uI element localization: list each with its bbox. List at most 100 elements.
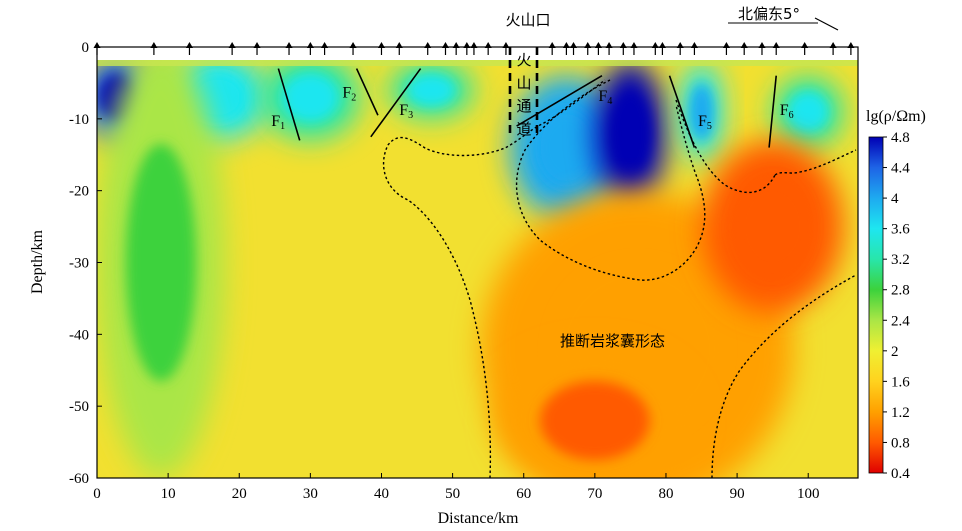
resistivity-anomaly-core — [733, 179, 812, 274]
x-tick-label: 20 — [232, 486, 247, 502]
colorbar-tick-label: 3.6 — [891, 222, 910, 238]
colorbar-bar — [868, 136, 884, 474]
y-tick-label: -30 — [69, 256, 89, 272]
station-marker — [150, 42, 158, 55]
x-axis-title: Distance/km — [438, 510, 519, 527]
resistivity-anomaly-core — [407, 74, 455, 106]
station-marker — [452, 42, 460, 55]
resistivity-anomaly-core — [282, 73, 338, 121]
resistivity-anomaly-core — [689, 83, 714, 140]
station-marker — [502, 42, 510, 55]
colorbar: lg(ρ/Ωm) 0.4 0.8 1.2 1.6 2 2.4 2.8 3.2 3.6 4 4.4 4.… — [866, 108, 926, 482]
station-marker — [758, 42, 766, 55]
magma-outline-right — [711, 274, 857, 479]
magma-chamber-outlines — [382, 79, 857, 479]
x-tick-label: 100 — [797, 486, 820, 502]
orientation-label: 北偏东5° — [738, 5, 800, 23]
station-marker — [740, 42, 748, 55]
x-tick-label: 50 — [445, 486, 460, 502]
magma-outline-lower-chamber — [515, 79, 706, 281]
station-layer — [93, 42, 855, 55]
fault-line — [668, 75, 696, 148]
colorbar-tick-label: 1.2 — [891, 405, 910, 421]
y-tick-label: -50 — [69, 399, 89, 415]
x-tick-label: 80 — [658, 486, 673, 502]
colorbar-tick-label: 1.6 — [891, 374, 910, 390]
colorbar-tick-label: 4.4 — [891, 161, 910, 177]
colorbar-tick-label: 0.4 — [891, 466, 910, 482]
station-marker — [619, 42, 627, 55]
station-marker — [185, 42, 193, 55]
fault-line — [277, 68, 301, 141]
conduit-label-char: 道 — [516, 120, 531, 138]
station-marker — [847, 42, 855, 55]
station-marker — [377, 42, 385, 55]
station-marker — [463, 42, 471, 55]
colorbar-tick-label: 4.8 — [891, 130, 910, 146]
anomaly-layer — [97, 60, 844, 478]
station-marker — [722, 42, 730, 55]
colorbar-tick-label: 0.8 — [891, 435, 910, 451]
station-marker — [321, 42, 329, 55]
fault-line — [355, 68, 379, 116]
vent-label: 火山口 — [505, 11, 550, 29]
fault-line — [516, 75, 603, 127]
magma-outline-main — [382, 79, 606, 479]
resistivity-anomaly-core — [788, 91, 828, 132]
colorbar-tick-label: 3.2 — [891, 252, 910, 268]
x-tick-label: 30 — [303, 486, 318, 502]
colorbar-tick-label: 2.4 — [891, 313, 910, 329]
station-marker — [441, 42, 449, 55]
station-marker — [605, 42, 613, 55]
x-tick-label: 40 — [374, 486, 389, 502]
resistivity-anomaly-core — [540, 381, 650, 461]
volcanic-conduit — [508, 47, 539, 138]
x-tick-label: 10 — [161, 486, 176, 502]
resistivity-heatmap — [97, 60, 858, 478]
conduit-label-char: 火 — [516, 51, 531, 69]
station-marker — [424, 42, 432, 55]
colorbar-ticks: 0.4 0.8 1.2 1.6 2 2.4 2.8 3.2 3.6 4 4.4 4.8 — [883, 130, 910, 482]
station-marker — [584, 42, 592, 55]
station-marker — [395, 42, 403, 55]
resistivity-anomaly-core — [610, 93, 650, 173]
station-marker — [801, 42, 809, 55]
y-axis-title: Depth/km — [29, 229, 46, 294]
station-marker — [651, 42, 659, 55]
orientation-arrow-line — [814, 17, 839, 31]
fault-line — [370, 68, 422, 138]
conduit-label-char: 通 — [516, 97, 531, 115]
station-marker — [228, 42, 236, 55]
colorbar-tick-label: 2.8 — [891, 283, 910, 299]
y-tick-label: -20 — [69, 184, 89, 200]
fault-line — [768, 75, 778, 148]
colorbar-tick-label: 4 — [891, 191, 899, 207]
y-tick-label: -40 — [69, 327, 89, 343]
station-marker — [484, 42, 492, 55]
resistivity-anomaly-core — [535, 108, 598, 188]
y-tick-label: 0 — [82, 40, 90, 56]
x-tick-label: 70 — [587, 486, 602, 502]
y-tick-label: -10 — [69, 112, 89, 128]
station-marker — [570, 42, 578, 55]
resistivity-anomaly-core — [125, 143, 197, 382]
x-tick-label: 90 — [730, 486, 745, 502]
station-marker — [470, 42, 478, 55]
y-axis: 0 -10 -20 -30 -40 -50 -60 — [69, 40, 102, 487]
station-marker — [676, 42, 684, 55]
station-marker — [772, 42, 780, 55]
station-marker — [658, 42, 666, 55]
station-marker — [594, 42, 602, 55]
x-tick-label: 60 — [516, 486, 531, 502]
y-tick-label: -60 — [69, 471, 89, 487]
station-marker — [548, 42, 556, 55]
magma-chamber-label: 推断岩浆囊形态 — [560, 332, 665, 350]
station-marker — [285, 42, 293, 55]
surface-layer — [97, 60, 858, 66]
station-marker — [349, 42, 357, 55]
magma-outline-f6 — [774, 149, 857, 176]
station-marker — [253, 42, 261, 55]
station-marker — [306, 42, 314, 55]
